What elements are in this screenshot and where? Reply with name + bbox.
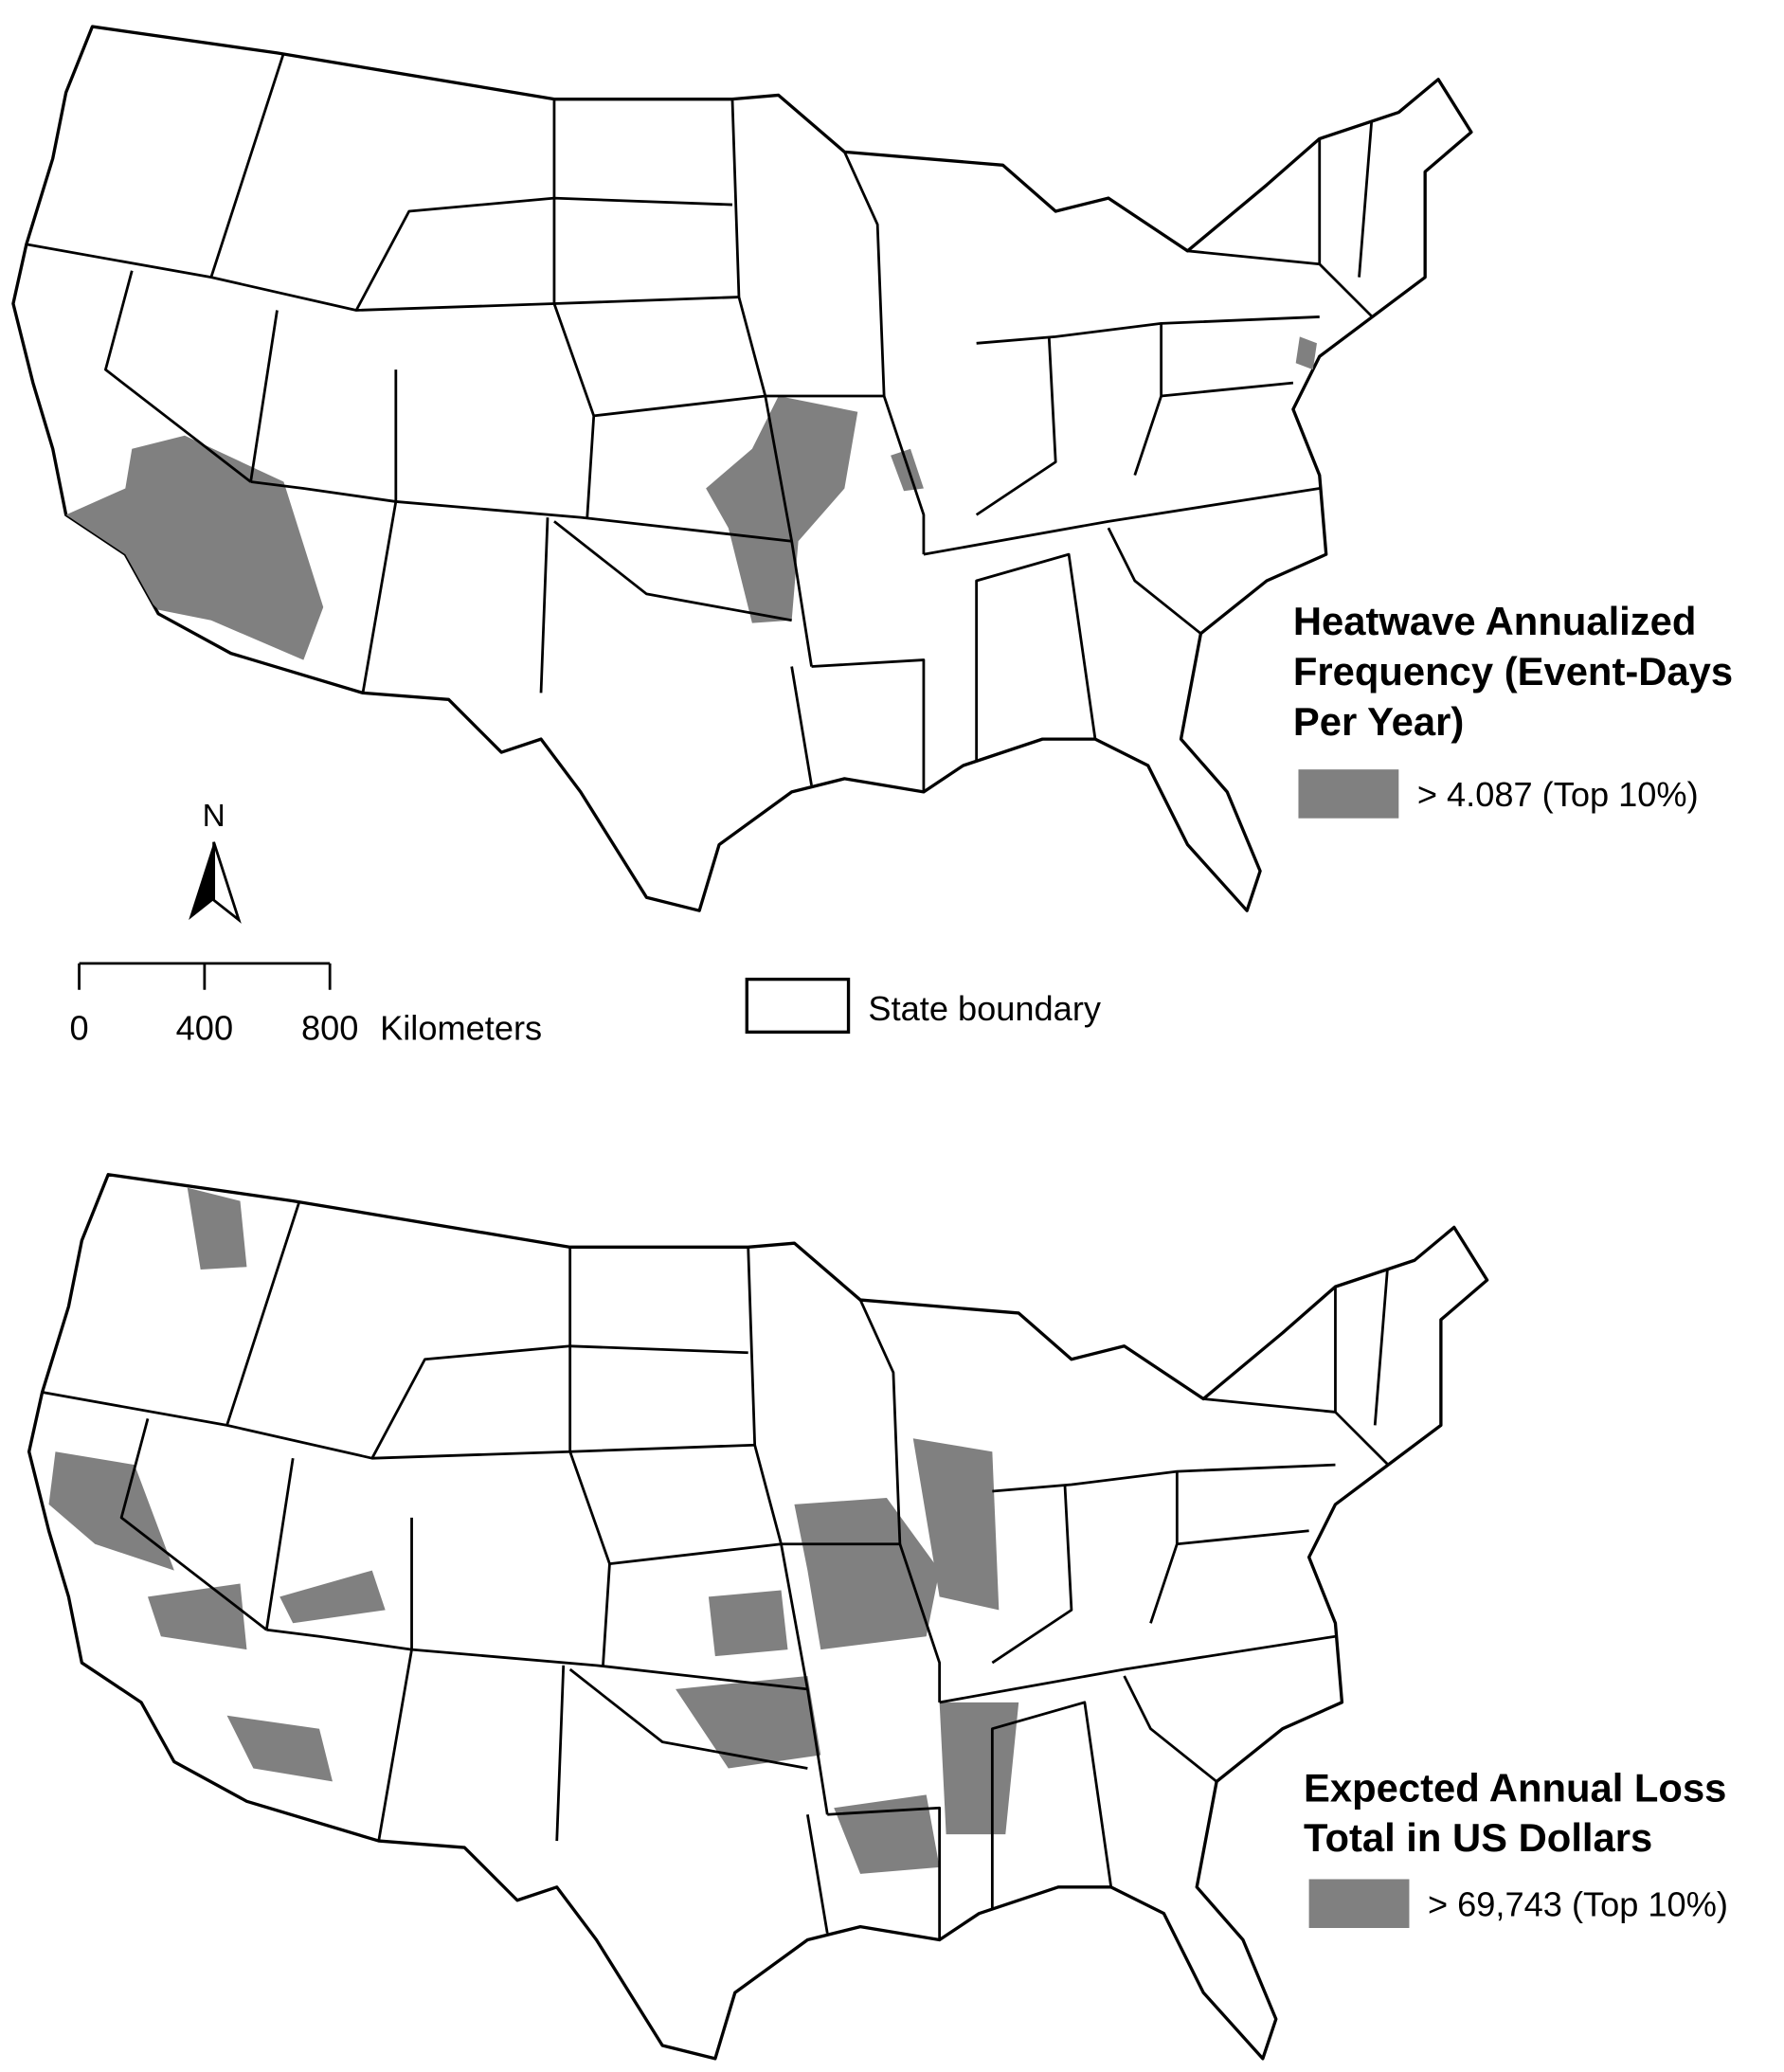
hot-area [834,1794,940,1874]
state-boundary [790,666,813,786]
hot-area [706,396,858,623]
state-boundary [552,99,596,518]
state-boundary [209,52,285,279]
hot-area [708,1590,788,1657]
state-boundary [370,1344,748,1459]
state-boundary [119,1418,268,1631]
state-boundary [975,552,1097,766]
state-boundary [805,1813,829,1934]
north-label: N [203,799,225,834]
state-boundaries [42,1200,1390,1940]
state-boundary [939,1634,1336,1704]
state-boundary [1123,1675,1217,1783]
legend-swatch [1298,769,1399,819]
state-boundary [1107,527,1202,635]
state-boundary [609,1542,782,1565]
hot-area [891,448,924,492]
legend-title: Expected Annual Loss [1304,1765,1726,1810]
hot-area [279,1570,386,1624]
state-boundary [811,658,926,792]
state-boundary [361,369,398,694]
legend-item: > 4.087 (Top 10%) [1417,775,1699,814]
state-boundary [975,336,1057,516]
legend-title: Heatwave Annualized [1293,599,1697,643]
scale-label: 400 [176,1009,233,1048]
hot-area [939,1702,1019,1835]
heatwave-map [11,25,1473,912]
state-boundary [1358,112,1374,278]
hot-areas [48,1187,1019,1874]
hot-area [676,1675,821,1769]
hot-area [226,1715,333,1782]
loss-map [27,1173,1489,2061]
scale-unit: Kilometers [380,1009,542,1048]
hot-area [794,1497,940,1650]
state-boundary [568,1247,611,1666]
state-boundary [991,1484,1073,1665]
hot-area [912,1438,1000,1611]
hot-area [187,1187,247,1270]
hot-area [48,1451,174,1571]
state-boundaries [26,52,1374,792]
state-boundary [264,1457,295,1631]
state-boundary [1161,381,1294,398]
state-boundary [827,1806,942,1940]
scale-label: 0 [69,1009,88,1048]
state-boundary [249,310,279,482]
state-boundary [1373,1260,1390,1426]
state-boundary [354,196,733,312]
state-boundary [923,487,1320,556]
boundary-label: State boundary [868,989,1101,1028]
boundary-swatch [745,977,851,1034]
state-boundary [976,315,1320,345]
state-boundary [843,151,886,397]
legend-title: Total in US Dollars [1304,1815,1652,1860]
state-boundary [555,1665,566,1842]
state-boundary [992,1463,1336,1493]
state-boundary [553,520,792,622]
state-boundary [781,1542,942,1703]
state-boundary [858,1299,902,1544]
north-arrow [189,841,214,920]
legend-title: Frequency (Event-Days [1293,649,1733,694]
state-boundary [593,394,766,418]
state-boundary [539,517,550,694]
state-boundary [990,1701,1113,1914]
legend-item: > 69,743 (Top 10%) [1428,1884,1728,1923]
state-boundary [377,1517,413,1842]
hot-area [147,1583,247,1650]
north-arrow [212,841,242,924]
scale-ticks: 0 400 800 [69,963,358,1048]
state-boundary [568,1667,808,1770]
legend-title: Per Year) [1293,699,1464,744]
state-boundary [765,394,926,555]
state-boundary [1177,1529,1309,1546]
hot-areas [65,336,1317,660]
hot-area [65,435,324,660]
legend-swatch [1308,1879,1410,1928]
state-boundary [225,1200,301,1426]
scale-label: 800 [301,1009,358,1048]
hot-area [1295,336,1317,370]
state-boundary [104,270,252,483]
